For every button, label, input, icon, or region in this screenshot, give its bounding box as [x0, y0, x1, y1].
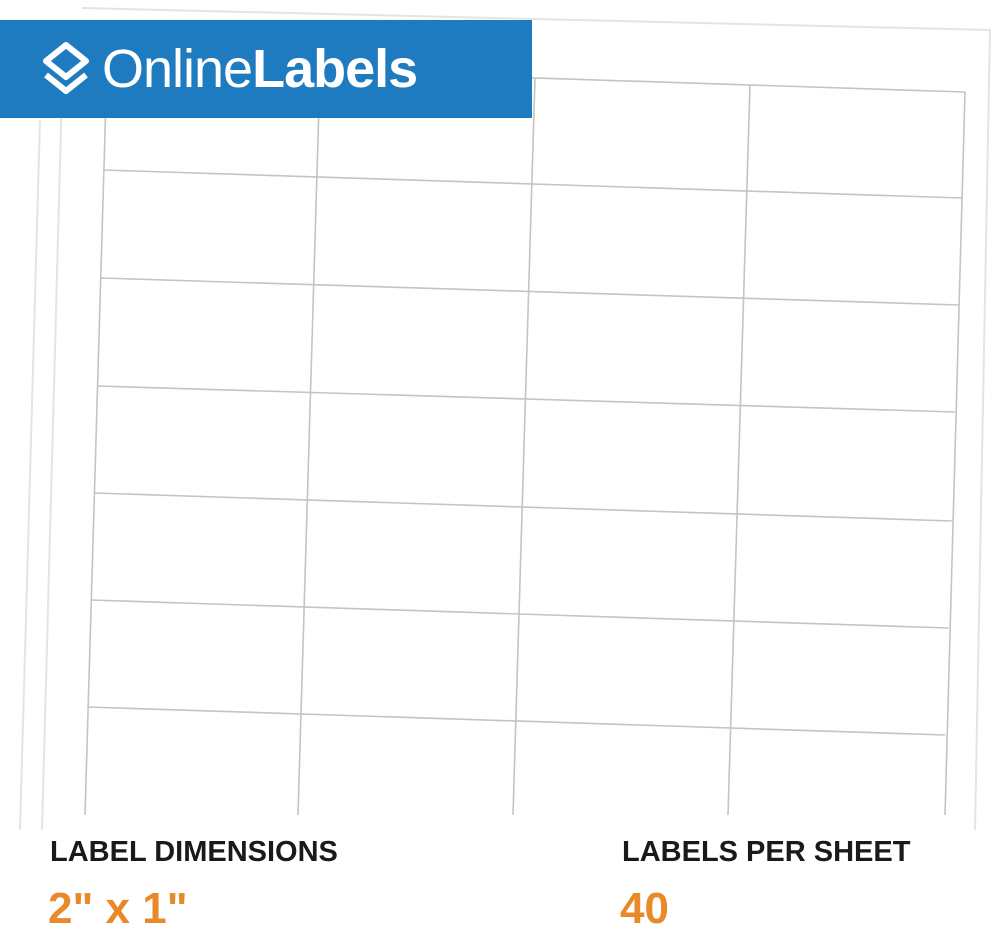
stacked-layers-icon [43, 42, 89, 94]
label-grid [84, 63, 966, 816]
back-sheet-edge [19, 119, 41, 830]
grid-column-line [727, 84, 751, 816]
back-sheet-edge [41, 89, 63, 830]
label-sheet-illustration [19, 7, 992, 830]
grid-column-line [512, 77, 536, 816]
grid-row-line [103, 169, 962, 199]
grid-column-line [944, 91, 966, 816]
brand-name-light: Online [102, 39, 253, 99]
brand-logo-text: OnlineLabels [102, 38, 418, 100]
label-dimensions-value: 2" x 1" [48, 884, 188, 933]
sheet-outline [81, 7, 992, 830]
brand-banner: OnlineLabels [0, 20, 532, 118]
grid-column-line [84, 63, 108, 816]
brand-name-bold: Labels [252, 39, 418, 99]
labels-per-sheet-heading: LABELS PER SHEET [622, 836, 911, 868]
grid-column-line [297, 70, 321, 816]
label-dimensions-heading: LABEL DIMENSIONS [50, 836, 338, 868]
labels-per-sheet-value: 40 [620, 884, 669, 933]
